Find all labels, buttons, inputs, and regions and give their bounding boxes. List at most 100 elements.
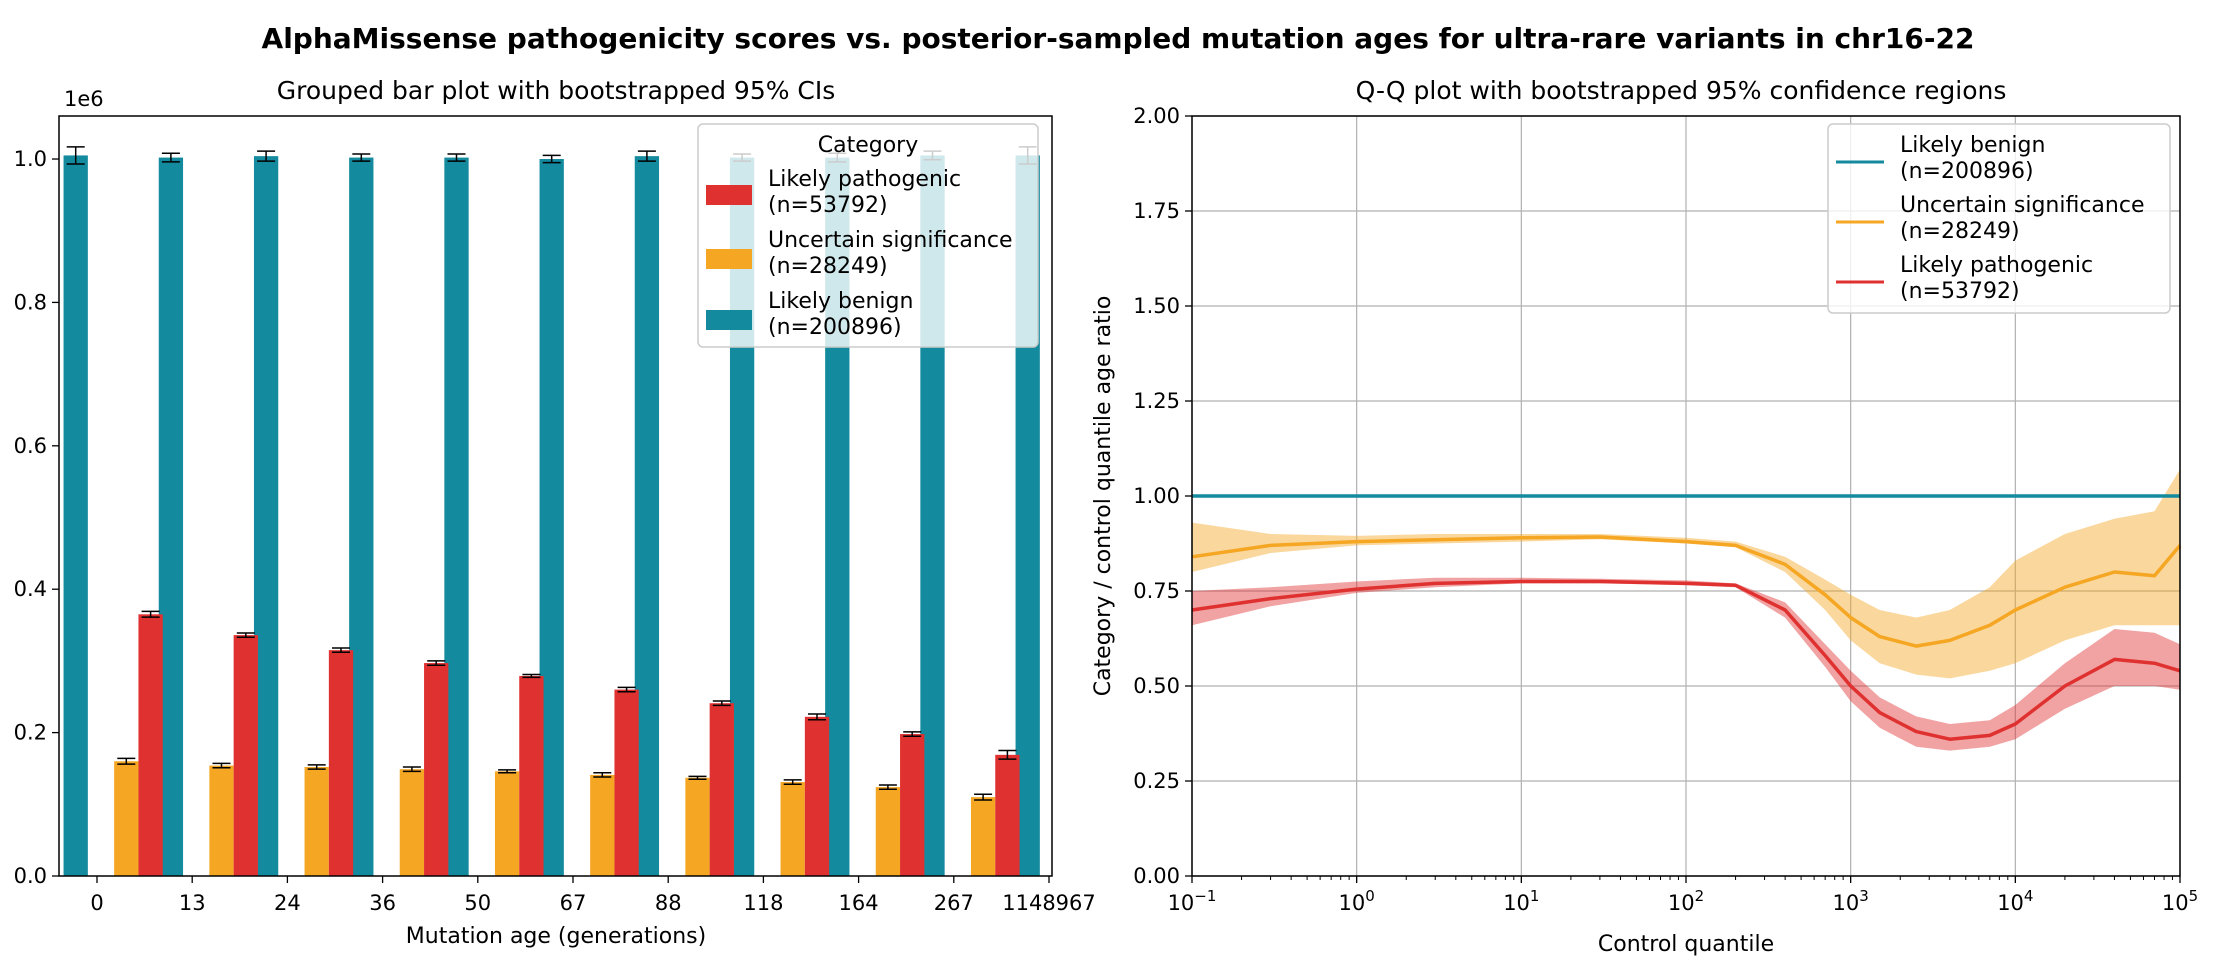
qq-ci-band-uncertain — [1192, 469, 2180, 679]
bar-uncertain — [875, 787, 901, 876]
bar-y-axis: 0.0 0.2 0.4 0.6 0.8 1.0 — [14, 147, 59, 888]
bar-xtick-label: 118 — [743, 891, 783, 915]
bar-uncertain — [304, 767, 329, 876]
bar-legend: Category Likely pathogenic (n=53792) Unc… — [697, 123, 1039, 348]
qq-xtick-label: 105 — [2162, 887, 2198, 915]
qq-legend-count-benign: (n=200896) — [1900, 159, 2034, 184]
bar-legend-box — [697, 123, 1039, 348]
errorbar-benign — [352, 153, 371, 162]
errorbar-benign — [542, 154, 561, 164]
bar-benign — [539, 159, 564, 877]
qq-ytick-label: 1.00 — [1133, 484, 1180, 508]
qq-legend-label-uncertain: Uncertain significance — [1900, 193, 2144, 218]
bar-benign — [63, 155, 88, 876]
bar-benign — [444, 157, 469, 876]
bar-legend-label-pathogenic: Likely pathogenic — [768, 167, 961, 192]
bar-ytick-label: 0.6 — [14, 434, 47, 458]
bar-xtick-label: 1148967 — [1002, 891, 1096, 915]
bar-ytick-label: 0.8 — [14, 290, 47, 314]
qq-xtick-label: 103 — [1833, 887, 1869, 915]
qq-ytick-label: 1.25 — [1133, 389, 1180, 413]
bar-xtick-label: 0 — [90, 891, 103, 915]
bar-benign — [349, 157, 374, 876]
bar-pathogenic — [614, 689, 639, 876]
qq-xtick-label: 10−1 — [1168, 887, 1217, 915]
figure-suptitle: AlphaMissense pathogenicity scores vs. p… — [262, 22, 1975, 55]
errorbar-pathogenic — [522, 673, 541, 679]
qq-line-uncertain — [1191, 535, 2182, 648]
qq-xtick-label: 100 — [1339, 887, 1375, 915]
errorbar-pathogenic — [808, 713, 826, 721]
bar-benign — [634, 156, 660, 876]
bar-chart-xlabel: Mutation age (generations) — [406, 924, 706, 949]
bar-xtick-label: 13 — [179, 891, 206, 915]
qq-ytick-label: 0.75 — [1133, 579, 1180, 603]
errorbar-uncertain — [307, 764, 326, 770]
bar-legend-label-uncertain: Uncertain significance — [768, 228, 1012, 253]
bar-uncertain — [970, 797, 996, 876]
qq-y-axis: 0.00 0.25 0.50 0.75 1.00 1.25 1.50 1.75 2.00 — [1133, 104, 1192, 888]
errorbar-pathogenic — [998, 749, 1017, 760]
bar-chart-title: Grouped bar plot with bootstrapped 95% C… — [277, 76, 836, 105]
qq-ytick-label: 2.00 — [1133, 104, 1180, 128]
bar-x-axis: 0 13 24 36 50 67 88 118 164 267 1148967 — [90, 876, 1096, 915]
bar-legend-label-benign: Likely benign — [768, 289, 913, 314]
errorbar-uncertain — [498, 769, 517, 774]
bar-xtick-label: 67 — [560, 891, 587, 915]
qq-chart-ylabel: Category / control quantile age ratio — [1091, 296, 1116, 697]
errorbar-pathogenic — [141, 610, 160, 618]
errorbar-uncertain — [783, 779, 802, 785]
bar-pathogenic — [519, 675, 544, 876]
bar-plot-area — [63, 146, 1040, 877]
bar-legend-title: Category — [818, 133, 919, 158]
qq-chart-title: Q-Q plot with bootstrapped 95% confidenc… — [1356, 76, 2007, 105]
bar-uncertain — [780, 782, 805, 876]
bar-legend-swatch-benign — [706, 310, 752, 330]
qq-legend-label-benign: Likely benign — [1900, 133, 2045, 158]
errorbar-benign — [257, 150, 276, 162]
qq-line-pathogenic — [1191, 579, 2181, 741]
bar-axes-frame — [58, 115, 1053, 877]
errorbar-uncertain — [593, 772, 612, 778]
bar-benign — [158, 157, 184, 876]
bar-uncertain — [399, 769, 425, 876]
errorbar-uncertain — [402, 766, 421, 773]
bar-pathogenic — [138, 614, 163, 876]
bar-chart-scale-label: 1e6 — [64, 87, 104, 111]
qq-plot-area — [1191, 469, 2182, 751]
bar-pathogenic — [900, 734, 925, 876]
qq-legend-box — [1827, 123, 2171, 314]
errorbar-uncertain — [974, 793, 993, 801]
errorbar-benign — [447, 153, 466, 162]
bar-uncertain — [114, 761, 139, 876]
errorbar-benign — [637, 150, 656, 162]
qq-legend-count-pathogenic: (n=53792) — [1900, 279, 2020, 304]
errorbar-pathogenic — [903, 731, 922, 737]
qq-legend-label-pathogenic: Likely pathogenic — [1900, 253, 2093, 278]
bar-xtick-label: 267 — [934, 891, 974, 915]
qq-legend: Likely benign (n=200896) Uncertain signi… — [1827, 123, 2171, 314]
bar-ytick-label: 0.0 — [14, 864, 47, 888]
qq-ytick-label: 0.50 — [1133, 674, 1180, 698]
bar-uncertain — [209, 765, 234, 876]
bar-uncertain — [494, 771, 520, 876]
qq-ytick-label: 0.25 — [1133, 769, 1180, 793]
qq-xtick-label: 101 — [1503, 887, 1539, 915]
bar-legend-count-pathogenic: (n=53792) — [768, 193, 888, 218]
bar-ytick-label: 1.0 — [14, 147, 47, 171]
errorbar-uncertain — [878, 784, 897, 790]
qq-xtick-label: 104 — [1997, 887, 2033, 915]
bar-uncertain — [685, 777, 710, 876]
bar-pathogenic — [424, 663, 449, 876]
errorbar-pathogenic — [332, 647, 350, 654]
bar-pathogenic — [328, 650, 354, 876]
qq-ytick-label: 1.75 — [1133, 199, 1180, 223]
bar-xtick-label: 50 — [464, 891, 491, 915]
bar-xtick-label: 164 — [839, 891, 879, 915]
bar-legend-count-uncertain: (n=28249) — [768, 254, 888, 279]
qq-x-axis: 10−1 100 101 102 103 104 105 — [1168, 876, 2198, 915]
bar-xtick-label: 36 — [369, 891, 396, 915]
errorbar-uncertain — [117, 757, 136, 765]
bar-legend-swatch-pathogenic — [706, 185, 752, 205]
